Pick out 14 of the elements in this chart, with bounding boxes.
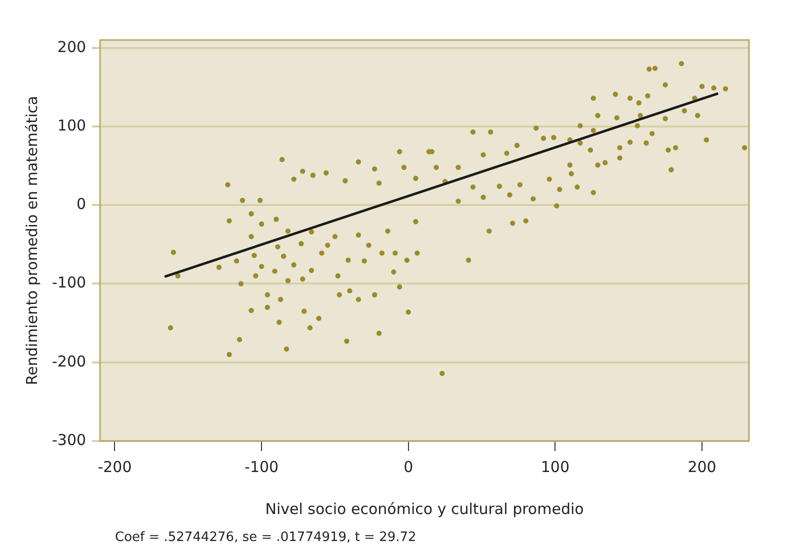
x-tick-label: -200 [98,458,132,476]
y-tick-label: 0 [76,195,86,214]
y-tick-label: -100 [52,274,86,292]
x-tick-label: 200 [688,458,716,476]
y-axis-title: Rendimiento promedio en matemática [22,96,41,386]
y-tick-label: 100 [57,116,86,134]
x-tick-label: -100 [244,458,279,476]
x-axis-title: Nivel socio económico y cultural promedio [265,500,584,518]
text: Coef = .52744276, se = .01774919, t = 29.72 [115,530,416,545]
y-tick-label: -200 [52,352,86,370]
y-tick-label: 200 [57,38,86,56]
y-tick-label: -300 [52,430,86,449]
x-tick-label: 0 [404,458,414,476]
x-tick-label: 100 [540,458,570,476]
